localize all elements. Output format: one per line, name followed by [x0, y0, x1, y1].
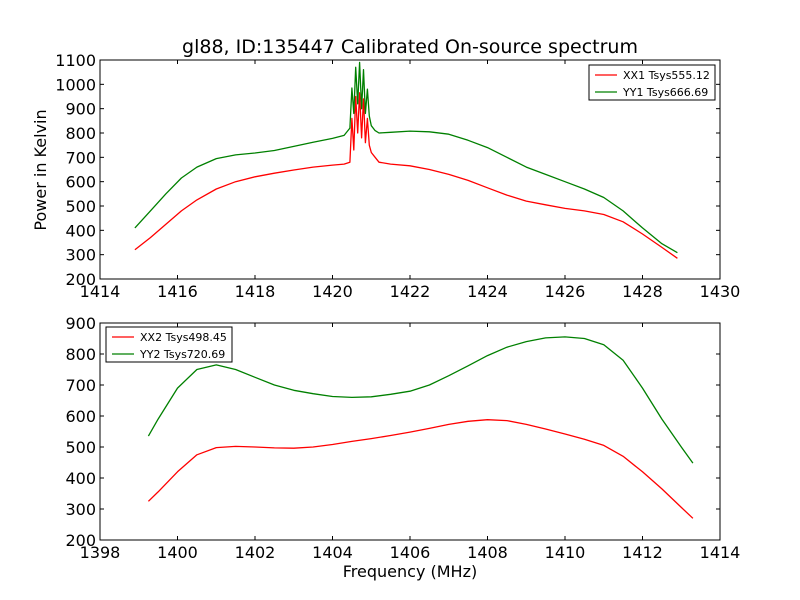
legend-label: YY1 Tsys666.69 — [622, 86, 708, 99]
x-tick-label: 1402 — [235, 543, 276, 562]
x-tick-label: 1406 — [390, 543, 431, 562]
y-tick-label: 800 — [65, 345, 96, 364]
y-axis-label: Power in Kelvin — [31, 109, 50, 230]
top-chart: 1414 1416 1418 1420 1422 1424 1426 1428 1430 200 3… — [55, 51, 740, 301]
y-tick-label: 500 — [65, 438, 96, 457]
x-tick-label: 1428 — [622, 282, 663, 301]
y-tick-label: 200 — [65, 531, 96, 550]
x-tick-label: 1414 — [700, 543, 741, 562]
y-tick-label: 900 — [65, 100, 96, 119]
chart-title: gl88, ID:135447 Calibrated On-source spe… — [182, 36, 638, 58]
x-tick-label: 1412 — [622, 543, 663, 562]
legend-label: XX2 Tsys498.45 — [140, 331, 227, 344]
legend-box — [588, 64, 716, 101]
y-tick-label: 300 — [65, 500, 96, 519]
y-tick-label: 600 — [65, 407, 96, 426]
y-tick-label: 700 — [65, 376, 96, 395]
x-tick-label: 1422 — [390, 282, 431, 301]
series-line-2 — [134, 61, 678, 254]
y-tick-label: 400 — [65, 221, 96, 240]
x-tick-label: 1408 — [467, 543, 508, 562]
y-tick-label: 300 — [65, 246, 96, 265]
x-axis-label: Frequency (MHz) — [343, 562, 477, 581]
y-tick-label: 200 — [65, 270, 96, 289]
y-tick-label: 500 — [65, 197, 96, 216]
y-tick-label: 900 — [65, 314, 96, 333]
y-tick-label: 1000 — [55, 75, 96, 94]
x-tick-label: 1424 — [467, 282, 508, 301]
x-tick-label: 1430 — [700, 282, 741, 301]
legend-box — [105, 326, 233, 363]
x-tick-label: 1410 — [545, 543, 586, 562]
legend-label: XX1 Tsys555.12 — [623, 69, 710, 82]
x-tick-label: 1400 — [157, 543, 198, 562]
y-tick-label: 700 — [65, 148, 96, 167]
y-tick-label: 800 — [65, 124, 96, 143]
y-tick-label: 400 — [65, 469, 96, 488]
x-tick-label: 1414 — [80, 282, 121, 301]
y-tick-label: 600 — [65, 173, 96, 192]
series-line-1 — [134, 92, 678, 259]
legend: XX1 Tsys555.12 YY1 Tsys666.69 — [588, 64, 716, 101]
series-line-1 — [147, 419, 694, 519]
legend: XX2 Tsys498.45 YY2 Tsys720.69 — [105, 326, 233, 363]
x-tick-label: 1398 — [80, 543, 121, 562]
x-tick-label: 1420 — [312, 282, 353, 301]
series-line-2 — [147, 336, 694, 464]
x-tick-label: 1426 — [545, 282, 586, 301]
y-tick-label: 1100 — [55, 51, 96, 70]
x-tick-label: 1404 — [312, 543, 353, 562]
x-tick-label: 1418 — [235, 282, 276, 301]
bottom-chart: 1398 1400 1402 1404 1406 1408 1410 1412 1414 200 3… — [65, 314, 740, 562]
legend-label: YY2 Tsys720.69 — [139, 348, 225, 361]
x-tick-label: 1416 — [157, 282, 198, 301]
